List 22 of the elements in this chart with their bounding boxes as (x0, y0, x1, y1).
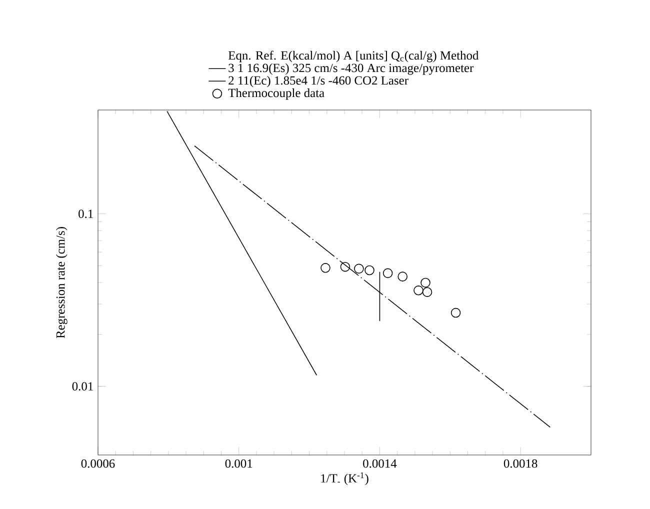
x-tick-label: 0.0006 (81, 459, 115, 468)
point (382, 268, 393, 278)
y-tick-label: 0.1 (78, 210, 93, 218)
y-axis-title: Regression rate (cm/s) (56, 227, 68, 338)
point (422, 287, 432, 297)
point (398, 272, 408, 282)
point (320, 263, 330, 273)
legend-title: Eqn. Ref. E(kcal/mol) A [units] Q$_{c}$(cal/g) Method (228, 50, 479, 62)
x-tick-label: 0.0018 (504, 459, 538, 468)
point (414, 286, 424, 296)
point (340, 262, 350, 272)
x-tick-label: 0.001 (225, 459, 252, 468)
x-axis-title: 1/T$_{-}$ (K$^{-1}$) (321, 472, 368, 486)
legend-label: Thermocouple data (228, 88, 324, 100)
point (364, 265, 374, 276)
legend-label: 3 1 16.9(Es) 325 cm/s -430 Arc image/pyrometer (228, 63, 474, 75)
x-tick-label: 0.0014 (363, 459, 397, 468)
point (450, 308, 461, 318)
legend-label: 2 11(Ec) 1.85e4 1/s -460 CO2 Laser (228, 76, 408, 88)
y-tick-label: 0.01 (72, 382, 93, 391)
point (354, 264, 364, 274)
point (420, 278, 430, 288)
